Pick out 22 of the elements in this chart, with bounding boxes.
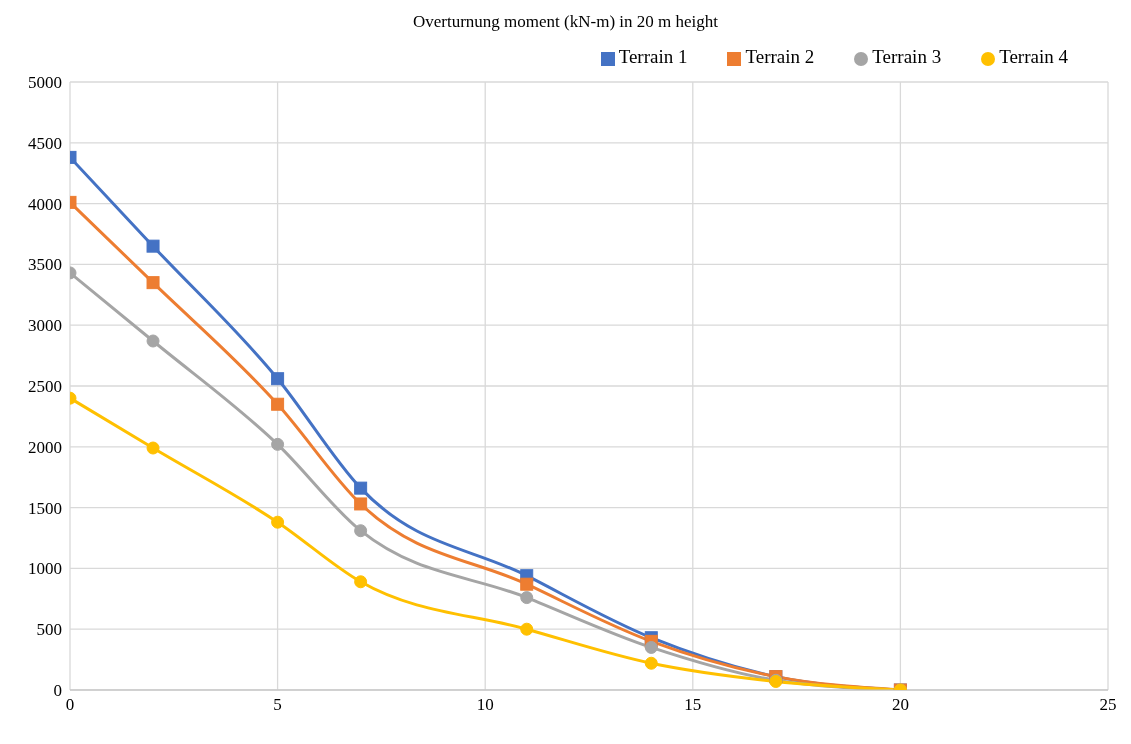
y-tick-label: 2000 xyxy=(28,437,62,457)
y-tick-label: 5000 xyxy=(28,73,62,93)
y-tick-label: 3500 xyxy=(28,255,62,275)
legend-label: Terrain 3 xyxy=(872,46,942,67)
y-tick-label: 3000 xyxy=(28,316,62,336)
x-tick-label: 15 xyxy=(684,695,702,715)
x-tick-label: 25 xyxy=(1099,695,1117,715)
legend-label: Terrain 1 xyxy=(618,46,688,67)
legend-label: Terrain 2 xyxy=(745,46,815,67)
y-tick-label: 4000 xyxy=(28,194,62,214)
x-tick-label: 10 xyxy=(476,695,494,715)
y-tick-label: 1000 xyxy=(28,559,62,579)
y-tick-label: 1500 xyxy=(28,498,62,518)
x-tick-label: 0 xyxy=(65,695,75,715)
legend-label: Terrain 4 xyxy=(999,46,1068,67)
y-tick-label: 0 xyxy=(53,681,62,701)
y-tick-label: 500 xyxy=(36,620,62,640)
x-tick-label: 20 xyxy=(891,695,909,715)
chart-title: Overturnung moment (kN-m) in 20 m height xyxy=(412,11,719,33)
y-tick-label: 2500 xyxy=(28,377,62,397)
x-tick-label: 5 xyxy=(273,695,282,715)
y-tick-label: 4500 xyxy=(28,133,62,153)
